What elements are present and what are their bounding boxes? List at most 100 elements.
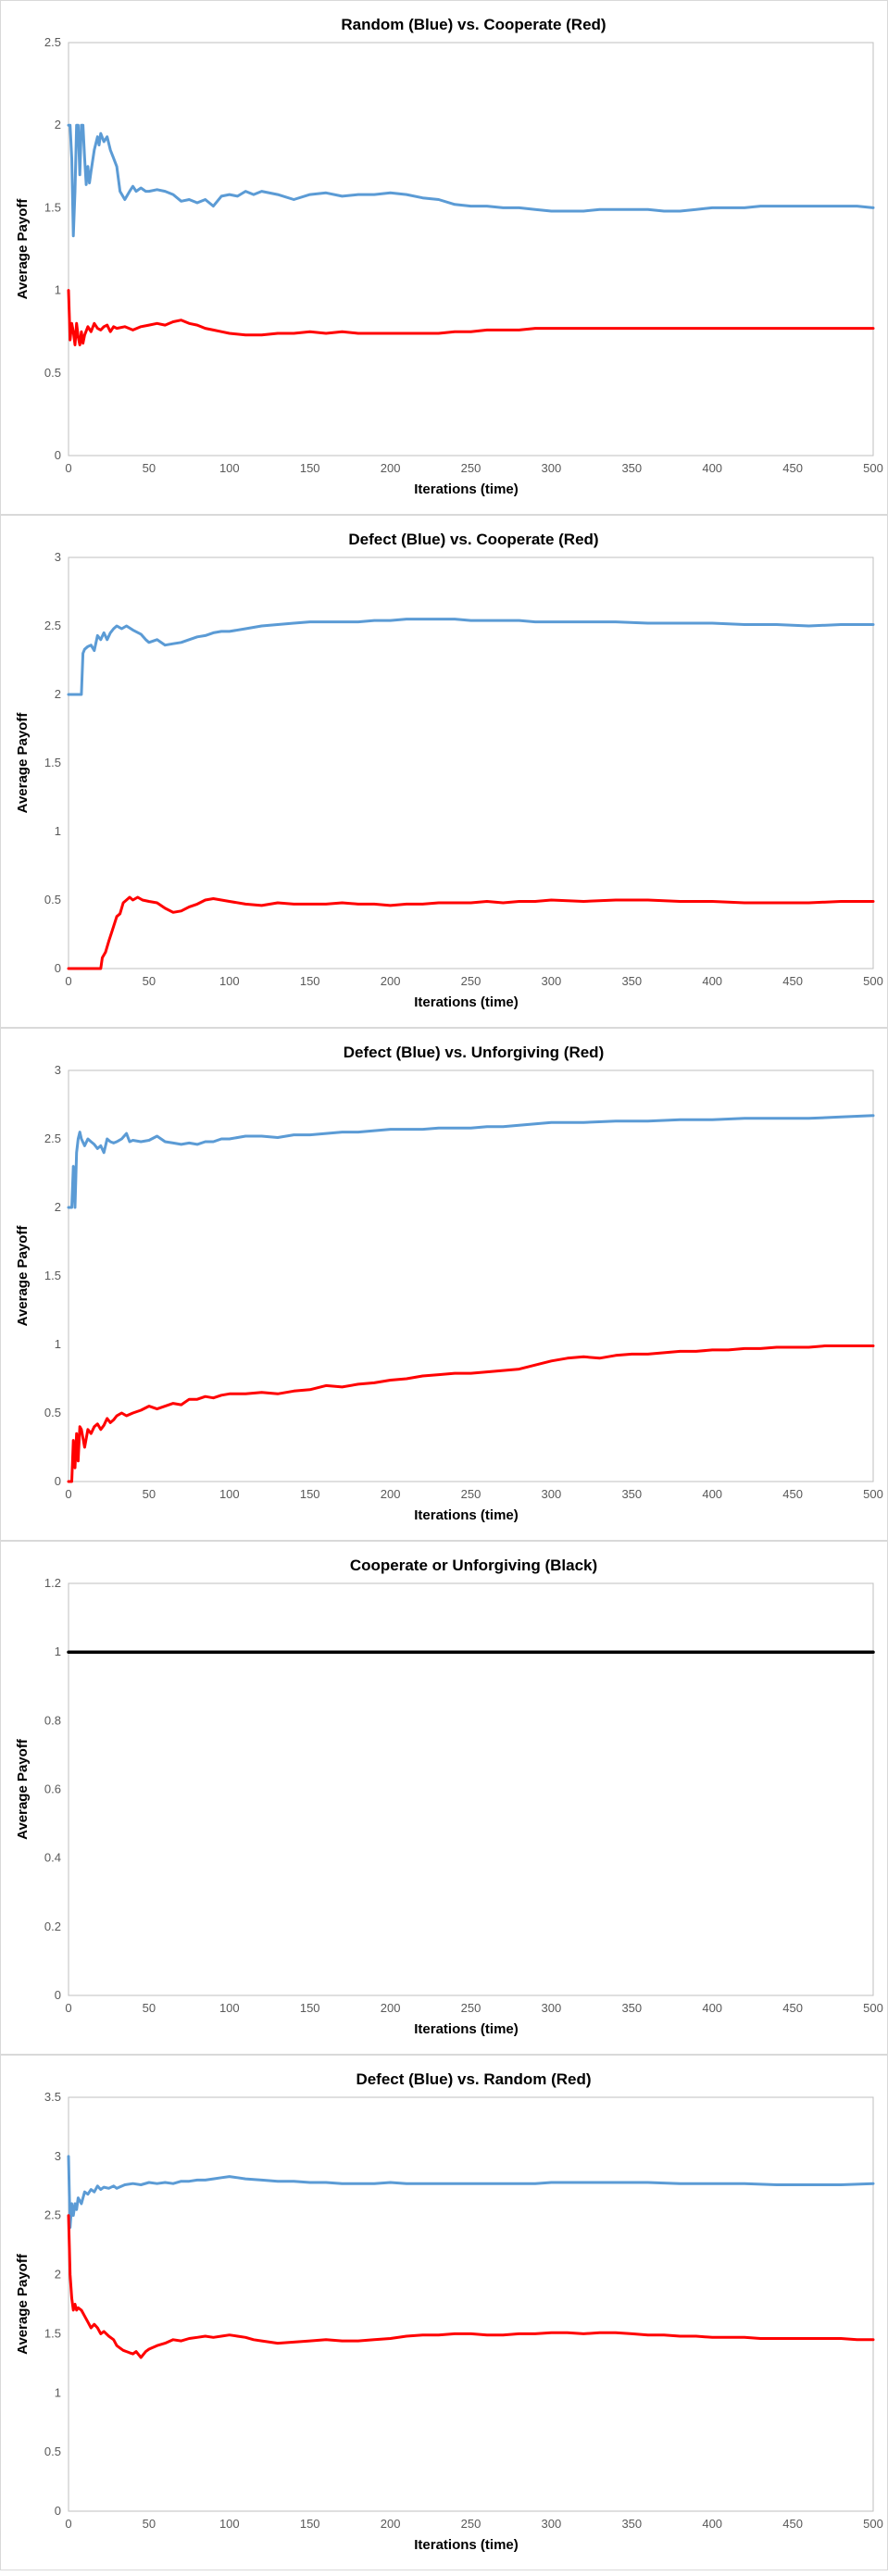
x-tick-label: 400 bbox=[702, 2517, 722, 2531]
y-tick-label: 0.2 bbox=[44, 1919, 61, 1933]
plot-area-border bbox=[68, 1069, 874, 1482]
y-tick-label: 3 bbox=[55, 550, 61, 564]
x-tick-label: 350 bbox=[621, 2001, 642, 2015]
chart-title: Defect (Blue) vs. Random (Red) bbox=[356, 2070, 591, 2088]
chart-svg-1: Random (Blue) vs. Cooperate (Red) 0 0.5 1 1.… bbox=[15, 16, 883, 497]
series-line-1 bbox=[67, 2155, 875, 2229]
chart-svg-3: Defect (Blue) vs. Unforgiving (Red) 0 0.5 1… bbox=[15, 1044, 883, 1523]
chart-svg-2: Defect (Blue) vs. Cooperate (Red) 0 0.5 1 1.… bbox=[15, 531, 883, 1010]
x-tick-label: 500 bbox=[863, 974, 883, 988]
x-tick-label: 100 bbox=[219, 461, 240, 475]
y-tick-label: 1.5 bbox=[44, 1269, 61, 1282]
x-tick-label: 500 bbox=[863, 2517, 883, 2531]
y-tick-label: 1 bbox=[55, 1337, 61, 1351]
y-tick-label: 2 bbox=[55, 1200, 61, 1214]
x-tick-label: 100 bbox=[219, 1487, 240, 1501]
y-tick-label: 3.5 bbox=[44, 2090, 61, 2104]
x-tick-label: 400 bbox=[702, 461, 722, 475]
x-tick-label: 200 bbox=[381, 1487, 401, 1501]
y-tick-label: 2.5 bbox=[44, 619, 61, 632]
x-tick-label: 0 bbox=[65, 2517, 71, 2531]
x-axis-label: Iterations (time) bbox=[414, 2021, 519, 2037]
chart-panel-2: Defect (Blue) vs. Cooperate (Red) 0 0.5 1 1.… bbox=[0, 515, 888, 1028]
y-tick-label: 0.6 bbox=[44, 1782, 61, 1796]
x-tick-label: 200 bbox=[381, 461, 401, 475]
chart-title: Defect (Blue) vs. Unforgiving (Red) bbox=[344, 1044, 604, 1061]
y-tick-label: 0.5 bbox=[44, 366, 61, 380]
series-line-2 bbox=[67, 289, 875, 346]
x-tick-label: 150 bbox=[300, 461, 320, 475]
x-tick-label: 250 bbox=[461, 2517, 482, 2531]
x-tick-label: 450 bbox=[782, 2517, 803, 2531]
x-tick-label: 200 bbox=[381, 974, 401, 988]
y-tick-label: 1.2 bbox=[44, 1576, 61, 1590]
x-tick-label: 350 bbox=[621, 2517, 642, 2531]
y-tick-label: 2.5 bbox=[44, 35, 61, 49]
x-tick-label: 250 bbox=[461, 2001, 482, 2015]
plot-area-border bbox=[68, 1582, 874, 1996]
x-tick-label: 300 bbox=[542, 1487, 562, 1501]
x-tick-label: 50 bbox=[143, 2001, 156, 2015]
x-tick-label: 450 bbox=[782, 2001, 803, 2015]
y-tick-label: 1.5 bbox=[44, 2326, 61, 2340]
x-tick-label: 400 bbox=[702, 2001, 722, 2015]
y-tick-label: 0.4 bbox=[44, 1851, 61, 1865]
y-tick-label: 0 bbox=[55, 2504, 61, 2518]
chart-title: Random (Blue) vs. Cooperate (Red) bbox=[341, 16, 606, 33]
y-tick-label: 0 bbox=[55, 448, 61, 462]
x-tick-label: 350 bbox=[621, 974, 642, 988]
x-tick-label: 450 bbox=[782, 974, 803, 988]
x-tick-label: 300 bbox=[542, 2001, 562, 2015]
y-axis-label: Average Payoff bbox=[15, 712, 31, 814]
x-axis-label: Iterations (time) bbox=[414, 1507, 519, 1523]
x-tick-label: 150 bbox=[300, 974, 320, 988]
y-tick-label: 1 bbox=[55, 824, 61, 838]
x-tick-label: 50 bbox=[143, 2517, 156, 2531]
x-tick-label: 500 bbox=[863, 2001, 883, 2015]
series-line-1 bbox=[67, 123, 875, 238]
x-tick-label: 450 bbox=[782, 461, 803, 475]
x-tick-label: 250 bbox=[461, 1487, 482, 1501]
y-tick-label: 1 bbox=[55, 2385, 61, 2399]
y-tick-label: 2 bbox=[55, 118, 61, 131]
y-tick-label: 0.5 bbox=[44, 893, 61, 907]
x-tick-label: 100 bbox=[219, 2517, 240, 2531]
y-tick-label: 0 bbox=[55, 1988, 61, 2002]
x-tick-label: 250 bbox=[461, 461, 482, 475]
chart-panel-5: Defect (Blue) vs. Random (Red) 0 0.5 1 1.5 2 2… bbox=[0, 2055, 888, 2570]
x-tick-label: 300 bbox=[542, 461, 562, 475]
chart-panel-3: Defect (Blue) vs. Unforgiving (Red) 0 0.5 1… bbox=[0, 1028, 888, 1541]
y-tick-label: 1 bbox=[55, 1644, 61, 1658]
x-tick-label: 0 bbox=[65, 461, 71, 475]
x-tick-label: 200 bbox=[381, 2517, 401, 2531]
y-tick-label: 2 bbox=[55, 687, 61, 701]
y-tick-label: 3 bbox=[55, 2149, 61, 2163]
chart-svg-5: Defect (Blue) vs. Random (Red) 0 0.5 1 1.5 2 2… bbox=[15, 2070, 883, 2553]
chart-title: Cooperate or Unforgiving (Black) bbox=[350, 1557, 597, 1574]
y-tick-label: 1.5 bbox=[44, 756, 61, 769]
y-tick-label: 0.5 bbox=[44, 1406, 61, 1419]
x-tick-label: 350 bbox=[621, 1487, 642, 1501]
y-tick-label: 3 bbox=[55, 1063, 61, 1077]
y-tick-label: 0.8 bbox=[44, 1713, 61, 1727]
x-tick-label: 0 bbox=[65, 974, 71, 988]
y-tick-label: 2.5 bbox=[44, 1132, 61, 1145]
x-tick-label: 450 bbox=[782, 1487, 803, 1501]
y-tick-label: 1 bbox=[55, 283, 61, 297]
chart-svg-4: Cooperate or Unforgiving (Black) 0 0.2 0.4 0… bbox=[15, 1557, 883, 2037]
y-axis-label: Average Payoff bbox=[15, 1225, 31, 1327]
y-tick-label: 0.5 bbox=[44, 2445, 61, 2458]
series-line-2 bbox=[67, 2214, 875, 2359]
x-axis-label: Iterations (time) bbox=[414, 2537, 519, 2553]
series-line-1 bbox=[67, 1114, 875, 1209]
plot-area-border bbox=[68, 2096, 874, 2512]
x-tick-label: 300 bbox=[542, 2517, 562, 2531]
chart-panel-1: Random (Blue) vs. Cooperate (Red) 0 0.5 1 1.… bbox=[0, 0, 888, 515]
plot-area-border bbox=[68, 556, 874, 969]
x-tick-label: 150 bbox=[300, 1487, 320, 1501]
plot-area-border bbox=[68, 42, 874, 456]
chart-title: Defect (Blue) vs. Cooperate (Red) bbox=[348, 531, 598, 548]
series-line-2 bbox=[67, 1344, 875, 1483]
x-tick-label: 400 bbox=[702, 1487, 722, 1501]
x-tick-label: 250 bbox=[461, 974, 482, 988]
